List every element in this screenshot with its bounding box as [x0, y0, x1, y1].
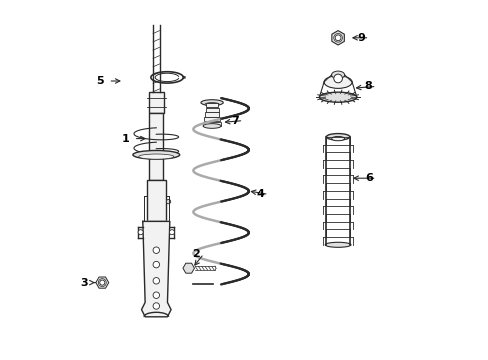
Text: 6: 6 [364, 173, 372, 183]
Ellipse shape [139, 154, 174, 159]
Circle shape [153, 278, 159, 284]
Ellipse shape [133, 150, 179, 159]
Circle shape [153, 292, 159, 298]
Ellipse shape [324, 76, 351, 88]
Ellipse shape [204, 103, 219, 106]
Bar [148, 92, 163, 113]
Bar [205, 108, 218, 112]
Text: 3: 3 [81, 278, 88, 288]
Circle shape [335, 35, 340, 41]
Circle shape [166, 199, 170, 204]
Circle shape [153, 303, 159, 309]
Bar [206, 103, 217, 117]
Bar [203, 122, 220, 126]
Ellipse shape [201, 100, 223, 105]
Circle shape [138, 230, 143, 235]
Ellipse shape [325, 242, 350, 247]
Text: 9: 9 [357, 33, 365, 43]
Text: 2: 2 [192, 249, 200, 259]
Text: 7: 7 [231, 116, 239, 126]
Bar [146, 180, 165, 221]
Circle shape [153, 261, 159, 268]
Ellipse shape [203, 123, 221, 129]
Circle shape [153, 247, 159, 253]
Circle shape [169, 230, 174, 235]
Text: 4: 4 [256, 189, 264, 199]
Bar [204, 112, 219, 117]
Circle shape [100, 280, 104, 285]
Polygon shape [141, 221, 171, 317]
Text: 5: 5 [97, 76, 104, 86]
Text: 8: 8 [364, 81, 372, 91]
Ellipse shape [319, 92, 356, 102]
Text: 1: 1 [122, 134, 129, 144]
Bar [149, 113, 163, 180]
Circle shape [333, 74, 342, 83]
Bar [204, 117, 220, 121]
Ellipse shape [325, 134, 349, 140]
Ellipse shape [331, 136, 344, 141]
Bar [206, 103, 218, 107]
Ellipse shape [331, 71, 344, 78]
